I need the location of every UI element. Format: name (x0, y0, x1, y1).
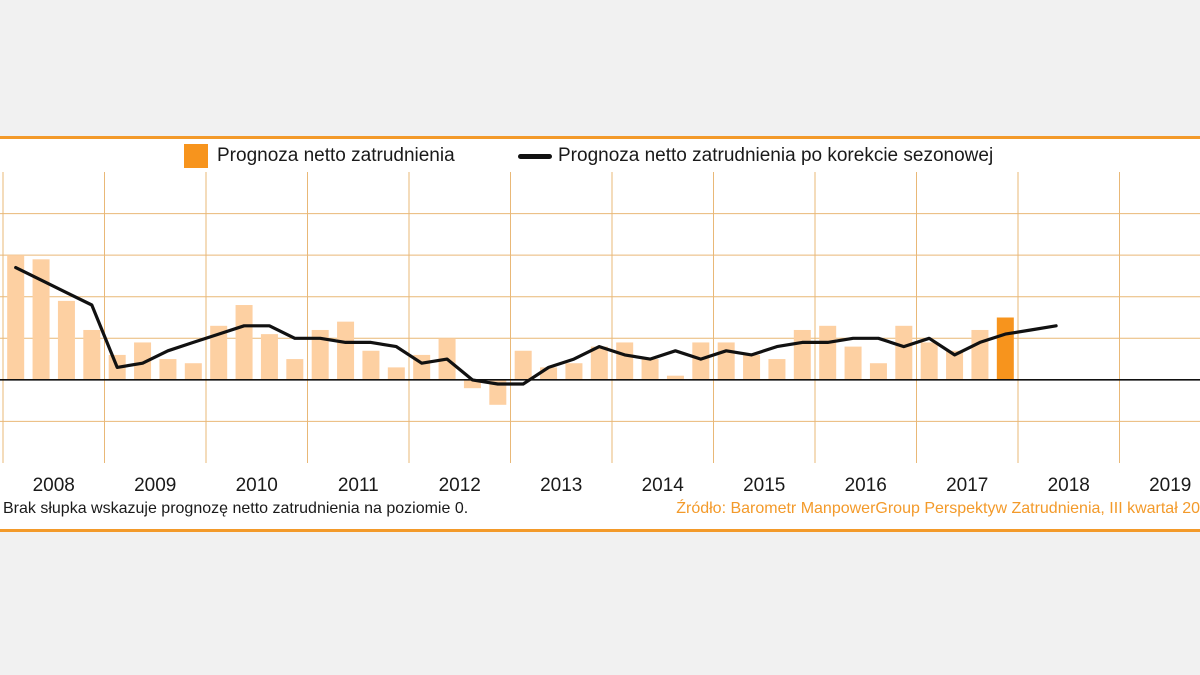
x-tick-label-2019: 2019 (1149, 475, 1191, 496)
bar-28 (717, 342, 735, 380)
bar-32 (819, 325, 837, 380)
bar-6 (159, 359, 177, 380)
x-tick-label-2009: 2009 (134, 475, 176, 496)
bar-19 (489, 379, 507, 405)
source-credit: Źródło: Barometr ManpowerGroup Perspekty… (676, 500, 1200, 517)
bottom-rule (0, 529, 1200, 532)
bar-36 (920, 342, 938, 380)
bar-26 (666, 375, 684, 380)
bar-30 (768, 359, 786, 380)
bar-33 (844, 346, 862, 380)
legend-line-label: Prognoza netto zatrudnienia po korekcie … (558, 145, 994, 166)
top-rule (0, 136, 1200, 139)
bar-12 (311, 329, 329, 380)
x-tick-label-2011: 2011 (338, 475, 379, 496)
chart-plot: 2008 2009 2010 2011 2012 2013 2014 2015 2016 2017… (0, 172, 1200, 496)
bar-3 (83, 329, 101, 380)
bar-31 (793, 329, 811, 380)
bar-18 (463, 379, 481, 389)
bar-13 (337, 321, 355, 380)
bar-8 (210, 325, 228, 380)
bar-11 (286, 359, 304, 380)
legend-item-line: Prognoza netto zatrudnienia po korekcie … (518, 143, 993, 169)
bar-24 (616, 342, 634, 380)
x-tick-label-2014: 2014 (642, 475, 685, 496)
legend-bar-swatch (184, 144, 208, 168)
bar-39 (996, 317, 1014, 380)
legend-item-bars: Prognoza netto zatrudnienia (184, 143, 455, 169)
bar-10 (260, 334, 278, 380)
x-tick-label-2008: 2008 (33, 475, 75, 496)
bar-0 (7, 255, 25, 380)
bar-15 (387, 367, 405, 380)
bar-37 (946, 350, 964, 380)
bar-27 (692, 342, 710, 380)
legend-line-swatch (518, 153, 552, 159)
bar-7 (184, 363, 202, 380)
chart-note: Brak słupka wskazuje prognozę netto zatr… (3, 500, 469, 517)
x-tick-label-2015: 2015 (743, 475, 785, 496)
series-line-seasonally-adjusted (14, 265, 1058, 386)
bar-14 (362, 350, 380, 380)
bar-23 (590, 346, 608, 380)
bar-38 (971, 329, 989, 380)
legend: Prognoza netto zatrudnienia Prognoza net… (0, 143, 1200, 169)
x-tick-label-2017: 2017 (946, 475, 988, 496)
bar-35 (895, 325, 913, 380)
bar-34 (869, 363, 887, 380)
x-tick-label-2013: 2013 (540, 475, 582, 496)
bar-29 (743, 354, 761, 380)
bar-2 (57, 300, 75, 380)
bar-22 (565, 363, 583, 380)
x-tick-label-2010: 2010 (236, 475, 278, 496)
bar-5 (134, 342, 152, 380)
bar-20 (514, 350, 532, 380)
footer: Brak słupka wskazuje prognozę netto zatr… (0, 500, 1200, 524)
chart-panel: Prognoza netto zatrudnienia Prognoza net… (0, 136, 1200, 532)
bar-25 (641, 359, 659, 380)
bar-9 (235, 305, 253, 380)
x-tick-label-2016: 2016 (845, 475, 887, 496)
bar-1 (32, 259, 50, 380)
x-tick-label-2018: 2018 (1048, 475, 1090, 496)
x-tick-label-2012: 2012 (439, 475, 481, 496)
legend-bar-label: Prognoza netto zatrudnienia (217, 145, 455, 166)
